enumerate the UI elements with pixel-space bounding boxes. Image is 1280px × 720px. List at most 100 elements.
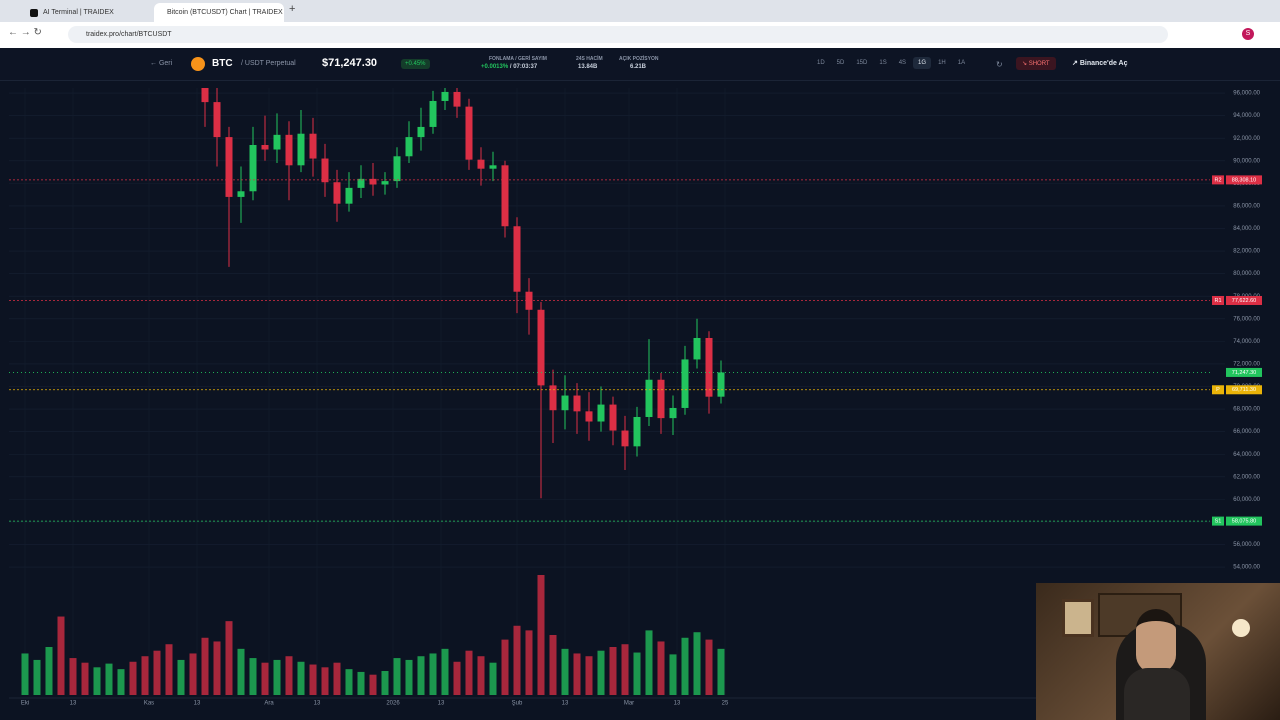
exchange-button[interactable]: ↗ Binance'de Aç bbox=[1072, 60, 1128, 67]
candle-body bbox=[717, 372, 725, 397]
funding-rate: +0.0013% bbox=[481, 64, 509, 70]
candle-body bbox=[309, 133, 317, 159]
level-tag bbox=[1226, 385, 1262, 395]
volume: 13.84B bbox=[578, 64, 598, 70]
volume-bar bbox=[537, 575, 545, 695]
url: traidex.pro/chart/BTCUSDT bbox=[86, 31, 172, 38]
volume-bar bbox=[489, 662, 497, 695]
candle-body bbox=[297, 133, 305, 166]
volume-bar bbox=[513, 625, 521, 695]
tab[interactable]: AI Terminal | TRAIDEX bbox=[22, 3, 152, 22]
candle-body bbox=[477, 159, 485, 169]
candle-body bbox=[621, 430, 629, 447]
volume-bar bbox=[417, 656, 425, 695]
candle-body bbox=[453, 91, 461, 107]
tab-title: AI Terminal | TRAIDEX bbox=[43, 9, 114, 16]
x-tick-label: Eki bbox=[21, 701, 29, 707]
refresh[interactable]: ↻ bbox=[996, 60, 1003, 69]
volume-bar bbox=[309, 664, 317, 695]
volume-bar bbox=[225, 621, 233, 695]
candle-body bbox=[657, 379, 665, 419]
back-button[interactable]: ← Geri bbox=[150, 60, 173, 67]
volume-bar bbox=[261, 662, 269, 695]
candle-body bbox=[489, 165, 497, 169]
candle-body bbox=[633, 416, 641, 447]
timeframe-button[interactable]: 1S bbox=[879, 60, 887, 66]
volume-pane bbox=[21, 575, 725, 695]
volume-bar bbox=[21, 653, 29, 695]
timeframe-button[interactable]: 1H bbox=[938, 60, 946, 66]
timeframe-button[interactable]: 5D bbox=[836, 60, 845, 66]
volume-bar bbox=[357, 671, 365, 695]
app-header: ← Geri BTC / USDT Perpetual $71,247.30 +… bbox=[0, 48, 1280, 81]
x-tick-label: Mar bbox=[624, 701, 634, 707]
volume-bar bbox=[393, 658, 401, 695]
y-tick-label: 82,000.00 bbox=[1233, 249, 1260, 255]
y-tick-label: 90,000.00 bbox=[1233, 158, 1260, 164]
x-tick-label: 13 bbox=[562, 701, 569, 707]
level-name: R2 bbox=[1214, 177, 1221, 183]
volume-bar bbox=[69, 658, 77, 695]
profile[interactable]: S bbox=[1242, 28, 1254, 40]
funding-label: FONLAMA / GERİ SAYIM bbox=[489, 56, 547, 62]
candle-body bbox=[333, 182, 341, 204]
level-value: 58,075.80 bbox=[1232, 519, 1256, 525]
candle-body bbox=[225, 137, 233, 197]
candle-body bbox=[585, 411, 593, 422]
candle-body bbox=[345, 187, 353, 204]
x-tick-label: Şub bbox=[512, 701, 523, 707]
timeframe-button[interactable]: 4S bbox=[898, 60, 907, 66]
tab-bar: AI Terminal | TRAIDEX Bitcoin (BTCUSDT) … bbox=[0, 0, 1280, 22]
volume-bar bbox=[237, 648, 245, 695]
volume-bar bbox=[573, 653, 581, 695]
volume-bar bbox=[657, 641, 665, 695]
price-pane bbox=[178, 0, 725, 499]
timeframe-button[interactable]: 1D bbox=[817, 60, 825, 66]
timeframe-button[interactable]: 1A bbox=[957, 60, 966, 66]
countdown: / 07:03:37 bbox=[509, 64, 538, 70]
back-label: Geri bbox=[158, 60, 173, 67]
level-tag bbox=[1226, 516, 1262, 526]
url-field[interactable]: traidex.pro/chart/BTCUSDT bbox=[68, 26, 1168, 43]
volume-bar bbox=[585, 656, 593, 695]
y-tick-label: 74,000.00 bbox=[1233, 339, 1260, 345]
volume-bar bbox=[57, 616, 65, 695]
nav-buttons[interactable]: ← → ↻ bbox=[8, 27, 42, 38]
short-button[interactable]: ↘ SHORT bbox=[1016, 57, 1056, 70]
oi-label: AÇIK POZİSYON bbox=[619, 56, 659, 62]
level-name-tag bbox=[1212, 295, 1224, 305]
volume-bar bbox=[477, 656, 485, 695]
candle-body bbox=[249, 144, 257, 192]
volume-bar bbox=[717, 648, 725, 695]
volume-bar bbox=[297, 661, 305, 695]
volume-bar bbox=[321, 667, 329, 695]
candle-body bbox=[190, 0, 197, 32]
address-bar: ← → ↻ traidex.pro/chart/BTCUSDT S bbox=[0, 22, 1280, 49]
candle-body bbox=[513, 226, 521, 292]
candle-body bbox=[561, 395, 569, 411]
volume-bar bbox=[141, 656, 149, 695]
timeframe-button[interactable]: 1G bbox=[913, 57, 932, 69]
candle-body bbox=[597, 404, 605, 422]
volume-bar bbox=[669, 654, 677, 695]
candle-body bbox=[645, 379, 653, 417]
timeframe-button[interactable]: 15D bbox=[856, 60, 868, 66]
level-name: P bbox=[1216, 387, 1220, 393]
y-tick-label: 60,000.00 bbox=[1233, 497, 1260, 503]
new-tab[interactable]: + bbox=[289, 3, 296, 15]
tab-active[interactable]: Bitcoin (BTCUSDT) Chart | TRAIDEX bbox=[154, 3, 284, 22]
candle-body bbox=[178, 0, 185, 11]
symbol: BTC bbox=[212, 58, 233, 69]
volume-bar bbox=[621, 644, 629, 695]
candle-body bbox=[537, 309, 545, 386]
level-name-tag bbox=[1212, 516, 1224, 526]
timeframes: 1D 5D 15D 1S 4S 1G 1H 1A bbox=[812, 57, 970, 69]
volume-bar bbox=[549, 635, 557, 695]
y-tick-label: 84,000.00 bbox=[1233, 226, 1260, 232]
candle-body bbox=[573, 395, 581, 412]
candle-body bbox=[261, 144, 269, 150]
x-tick-label: 13 bbox=[70, 701, 77, 707]
volume-bar bbox=[273, 659, 281, 695]
